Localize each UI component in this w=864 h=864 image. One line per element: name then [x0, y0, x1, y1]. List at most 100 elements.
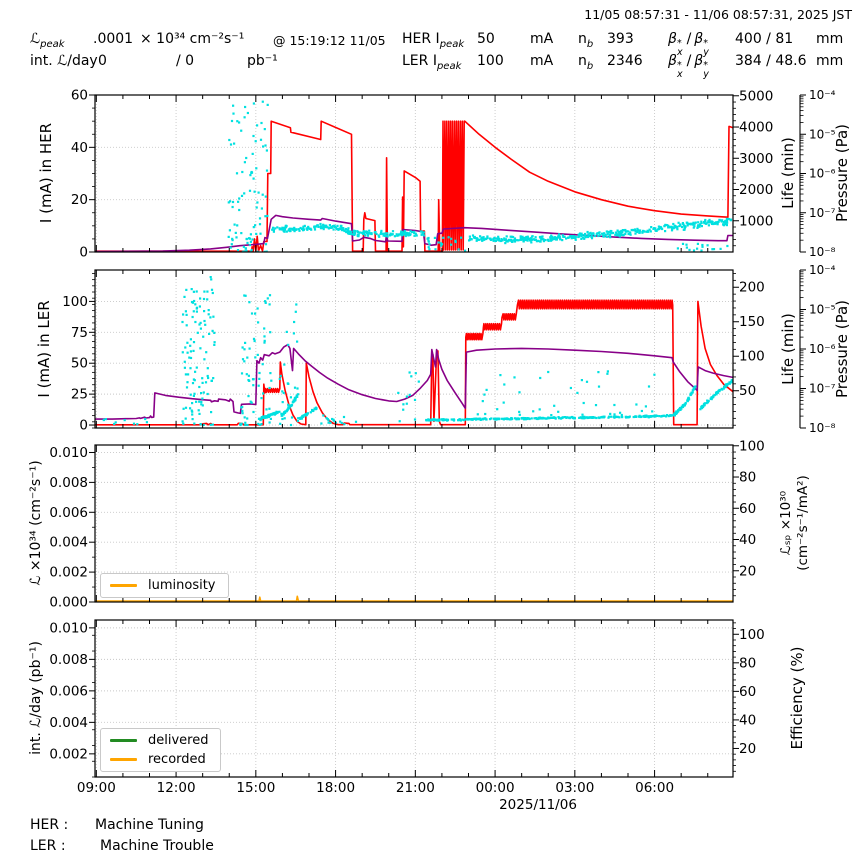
ler-ipeak-value: 100	[477, 53, 504, 69]
ler-status-label: LER :	[30, 838, 66, 854]
ler-beta-values: 384 / 48.6	[735, 53, 807, 69]
svg-text:0.008: 0.008	[49, 475, 88, 491]
her-ipeak-value: 50	[477, 31, 495, 47]
svg-text:60: 60	[739, 684, 756, 700]
svg-text:10⁻⁴: 10⁻⁴	[809, 263, 836, 277]
svg-text:0.004: 0.004	[49, 715, 88, 731]
svg-text:21:00: 21:00	[396, 780, 435, 796]
her-life-axis-title: Life (min)	[779, 137, 797, 209]
svg-text:0: 0	[79, 418, 88, 434]
her-ipeak-unit: mA	[530, 31, 554, 47]
svg-text:0.002: 0.002	[49, 746, 88, 762]
her-beta-label: β * x / β * y	[668, 31, 709, 59]
svg-text:80: 80	[739, 470, 756, 486]
svg-text:10⁻⁶: 10⁻⁶	[809, 167, 836, 181]
svg-text:15:00: 15:00	[236, 780, 275, 796]
svg-text:20: 20	[739, 741, 756, 757]
svg-text:0.002: 0.002	[49, 565, 88, 581]
svg-text:40: 40	[71, 140, 88, 156]
svg-text:10⁻⁶: 10⁻⁶	[809, 342, 836, 356]
svg-text:10⁻⁴: 10⁻⁴	[809, 88, 836, 102]
intlday-units: pb⁻¹	[247, 53, 278, 69]
svg-text:10⁻⁵: 10⁻⁵	[809, 127, 836, 141]
intlday-value2: / 0	[176, 53, 195, 69]
lpeak-timestamp: @ 15:19:12 11/05	[273, 33, 386, 48]
svg-text:0.004: 0.004	[49, 535, 88, 551]
lpeak-label: ℒpeak	[30, 31, 65, 50]
svg-text:10⁻⁵: 10⁻⁵	[809, 303, 836, 317]
svg-text:20: 20	[739, 563, 756, 579]
svg-text:75: 75	[71, 325, 88, 341]
svg-text:40: 40	[739, 712, 756, 728]
svg-text:0.008: 0.008	[49, 652, 88, 668]
svg-text:12:00: 12:00	[157, 780, 196, 796]
lpeak-value: .0001	[93, 31, 134, 47]
ler-beta-unit: mm	[816, 53, 844, 69]
her-pressure-axis-title: Pressure (Pa)	[833, 123, 851, 223]
svg-text:0.010: 0.010	[49, 620, 88, 636]
svg-text:18:00: 18:00	[316, 780, 355, 796]
luminosity-legend: luminosity	[100, 573, 229, 598]
ler-ipeak-unit: mA	[530, 53, 554, 69]
ler-pressure-axis-title: Pressure (Pa)	[833, 299, 851, 399]
efficiency-axis-title: Efficiency (%)	[788, 646, 806, 750]
svg-text:10⁻⁷: 10⁻⁷	[809, 382, 836, 396]
her-beta-unit: mm	[816, 31, 844, 47]
svg-text:40: 40	[739, 532, 756, 548]
svg-text:60: 60	[71, 88, 88, 104]
svg-text:20: 20	[71, 192, 88, 208]
svg-text:5000: 5000	[739, 88, 773, 104]
svg-text:3000: 3000	[739, 151, 773, 167]
svg-text:0.010: 0.010	[49, 445, 88, 461]
her-current-axis-title: I (mA) in HER	[37, 122, 55, 224]
ler-nb-value: 2346	[607, 53, 643, 69]
luminosity-axis-title: ℒ ×10³⁴ (cm⁻²s⁻¹)	[28, 460, 44, 586]
her-nb-label: nb	[578, 31, 594, 50]
legend-item-luminosity: luminosity	[110, 578, 216, 593]
her-status-value: Machine Tuning	[95, 817, 204, 833]
her-ipeak-label: HER Ipeak	[402, 31, 465, 50]
her-beta-values: 400 / 81	[735, 31, 794, 47]
svg-text:100: 100	[62, 294, 88, 310]
svg-text:0.000: 0.000	[49, 595, 88, 611]
svg-text:0.006: 0.006	[49, 683, 88, 699]
svg-text:100: 100	[739, 438, 765, 454]
integrated-axis-title: int. ℒ/day (pb⁻¹)	[28, 641, 44, 755]
svg-text:25: 25	[71, 387, 88, 403]
legend-item-recorded: recorded	[110, 752, 208, 767]
svg-text:09:00: 09:00	[77, 780, 116, 796]
ler-current-axis-title: I (mA) in LER	[35, 300, 53, 398]
svg-text:150: 150	[739, 314, 765, 330]
intlday-value: 0	[98, 53, 107, 69]
ler-beta-label: β * x / β * y	[668, 53, 709, 81]
recorded-line-swatch	[110, 758, 137, 761]
svg-text:1000: 1000	[739, 213, 773, 229]
svg-text:60: 60	[739, 501, 756, 517]
svg-text:0: 0	[79, 245, 88, 261]
svg-text:50: 50	[71, 356, 88, 372]
integrated-legend: delivered recorded	[100, 728, 222, 772]
svg-text:4000: 4000	[739, 120, 773, 136]
svg-text:10⁻⁸: 10⁻⁸	[809, 421, 836, 435]
her-nb-value: 393	[607, 31, 634, 47]
ler-life-axis-title: Life (min)	[779, 313, 797, 385]
legend-item-delivered: delivered	[110, 733, 208, 748]
svg-text:10⁻⁸: 10⁻⁸	[809, 245, 836, 259]
svg-text:80: 80	[739, 655, 756, 671]
svg-text:03:00: 03:00	[555, 780, 594, 796]
ler-status-value: Machine Trouble	[100, 838, 214, 854]
her-status-label: HER :	[30, 817, 69, 833]
specific-luminosity-axis-title: ℒₛₚ ×10³⁰ (cm⁻²s⁻¹/mA²)	[778, 475, 811, 571]
svg-text:10⁻⁷: 10⁻⁷	[809, 206, 836, 220]
svg-text:100: 100	[739, 627, 765, 643]
luminosity-line-swatch	[110, 584, 137, 587]
lpeak-units: × 10³⁴ cm⁻²s⁻¹	[140, 31, 245, 47]
ler-nb-label: nb	[578, 53, 594, 72]
svg-text:200: 200	[739, 280, 765, 296]
svg-text:50: 50	[739, 383, 756, 399]
ler-ipeak-label: LER Ipeak	[402, 53, 462, 72]
x-axis-date-label: 2025/11/06	[499, 797, 577, 813]
date-range: 11/05 08:57:31 - 11/06 08:57:31, 2025 JS…	[584, 7, 852, 22]
